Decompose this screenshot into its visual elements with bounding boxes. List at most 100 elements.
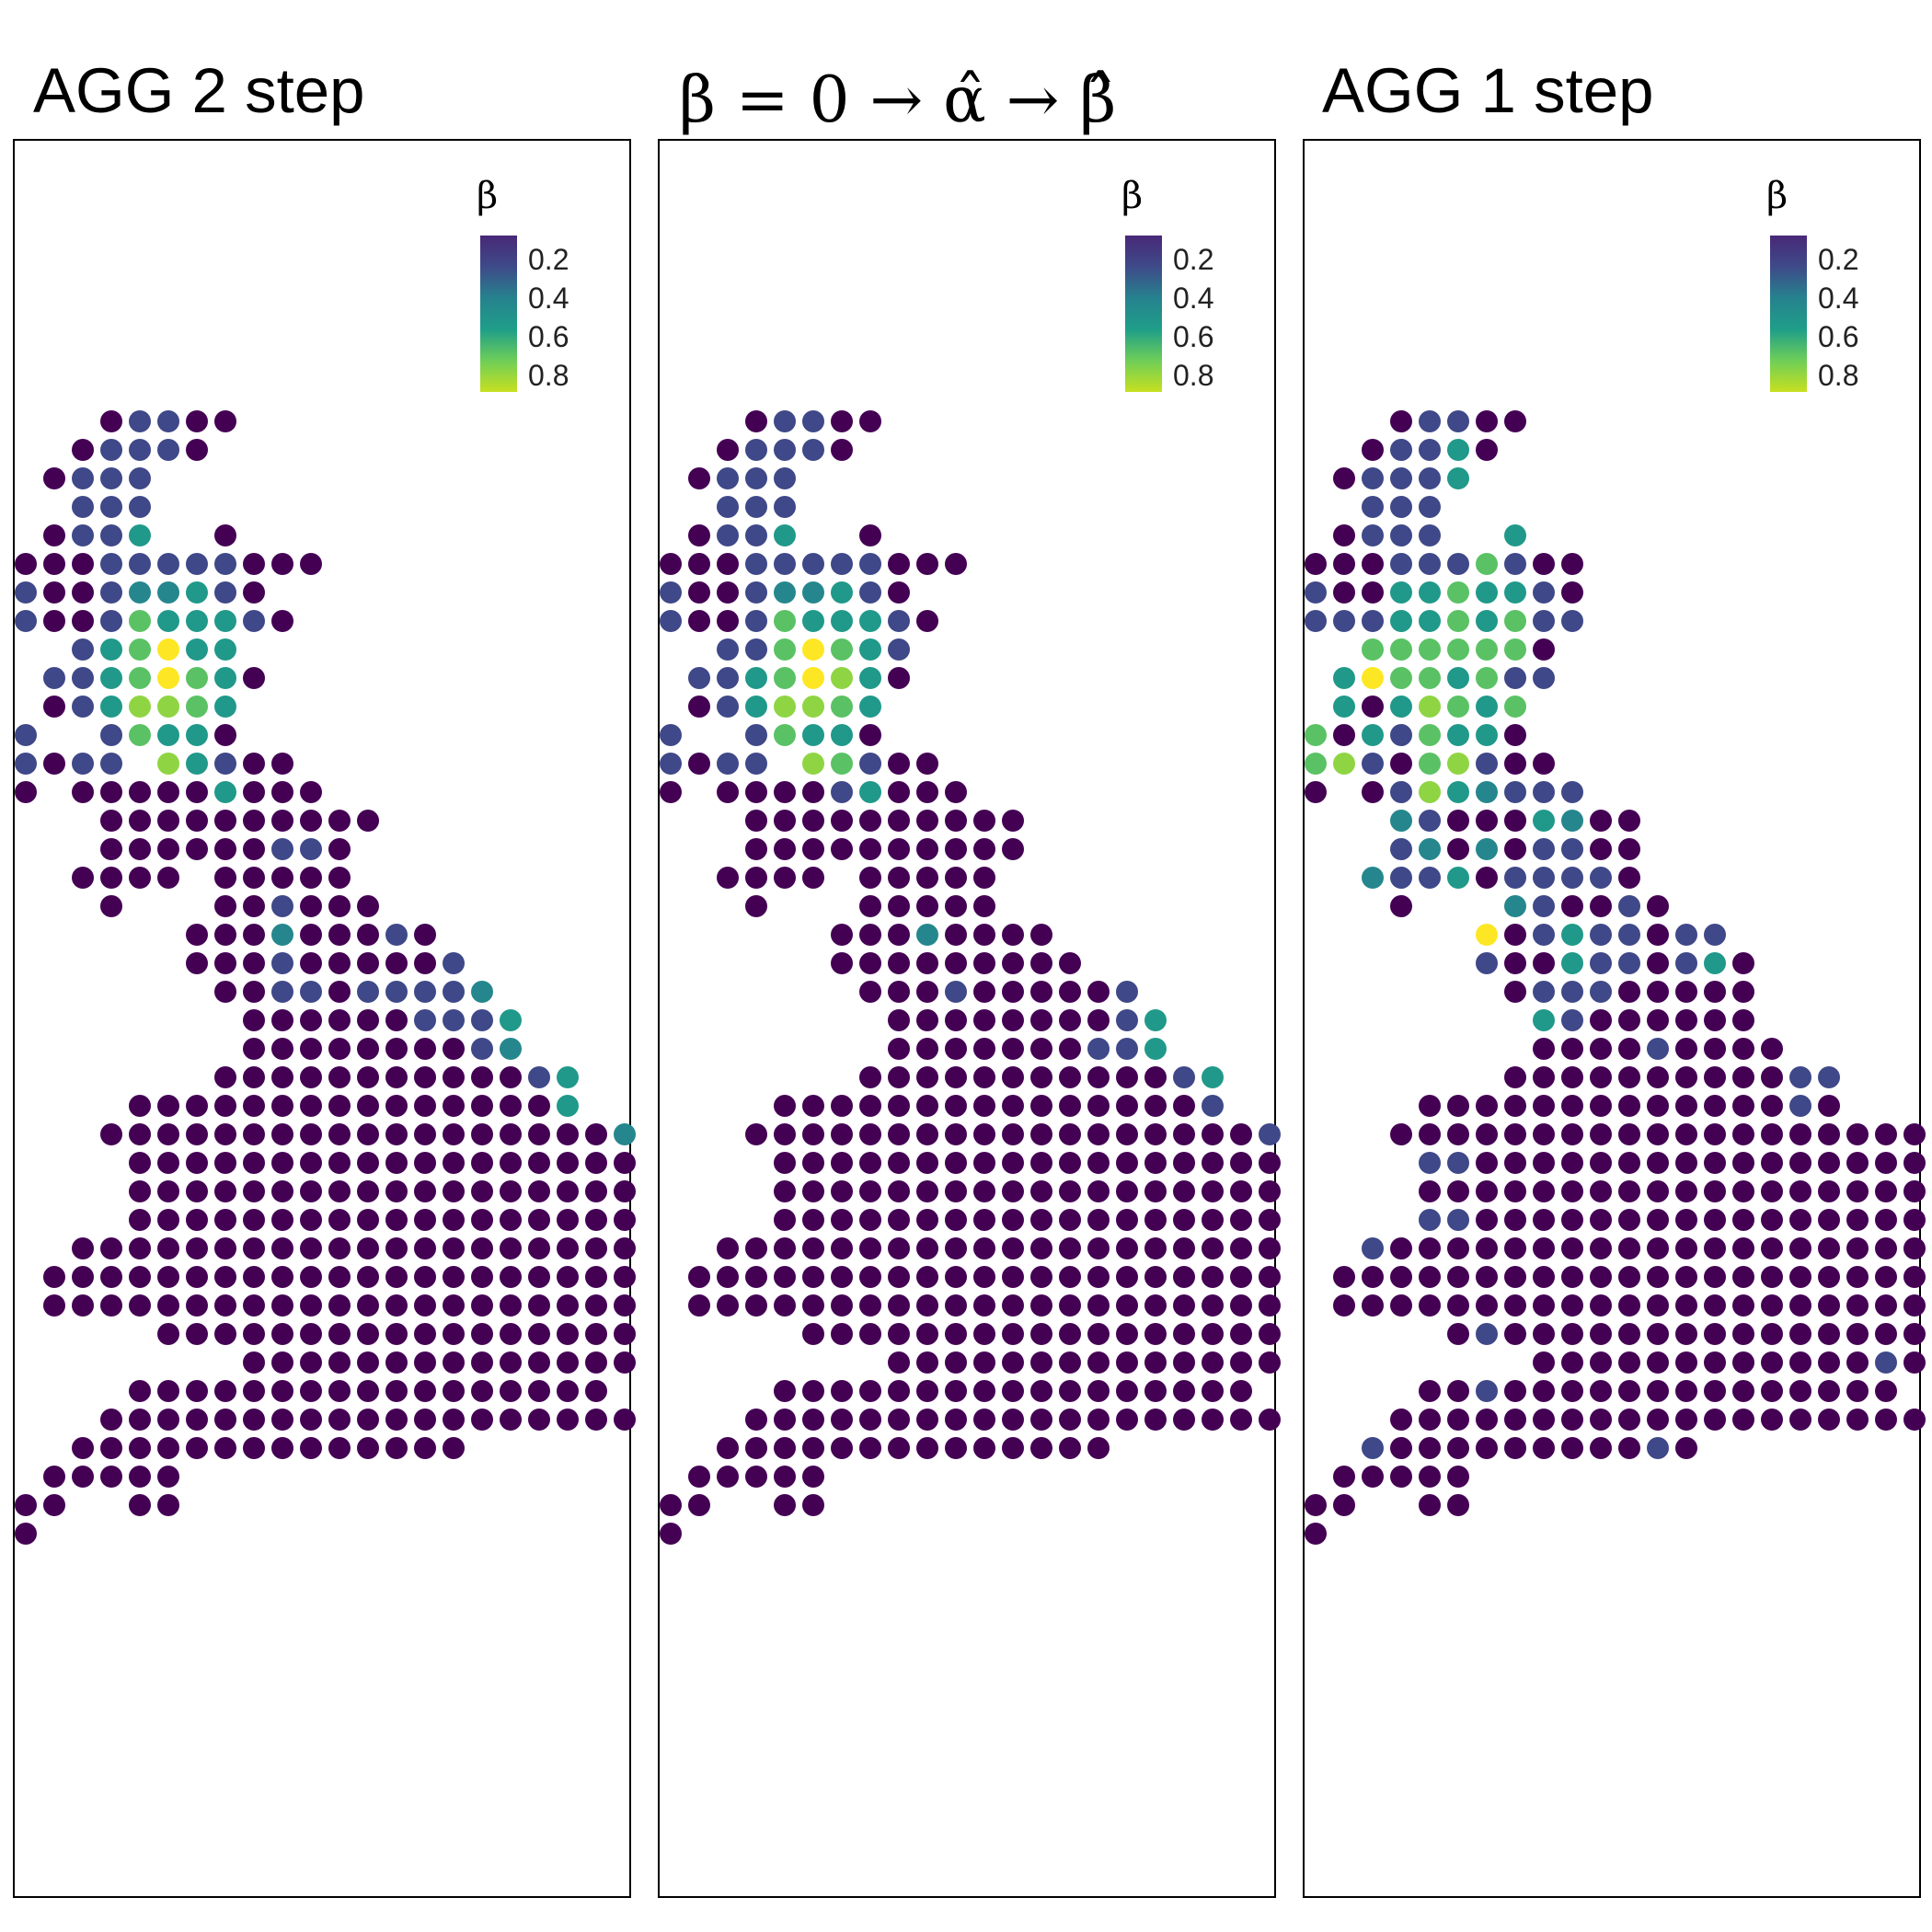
data-point [1173,1180,1195,1202]
data-point [500,1266,522,1288]
data-point [802,439,824,461]
data-point [129,838,151,860]
data-point [15,581,37,604]
data-point [15,753,37,775]
data-point [157,1323,179,1345]
data-point [1590,1095,1612,1117]
data-point [1173,1266,1195,1288]
data-point [1259,1180,1281,1202]
data-point [243,581,265,604]
data-point [1116,1123,1138,1145]
data-point [1618,952,1640,974]
data-point [802,1466,824,1488]
data-point [528,1095,550,1117]
data-point [357,1038,379,1060]
data-point [688,1466,710,1488]
data-point [271,810,293,832]
data-point [1144,1009,1167,1031]
data-point [1476,1209,1498,1231]
data-point [271,781,293,803]
data-point [973,1294,995,1317]
data-point [129,781,151,803]
data-point [443,1237,465,1259]
data-point [585,1380,607,1402]
data-point [157,610,179,632]
data-point [1419,1152,1441,1174]
data-point [271,1266,293,1288]
data-point [414,1209,436,1231]
data-point [1647,1409,1669,1431]
data-point [129,1494,151,1516]
data-point [717,524,739,546]
data-point [1789,1380,1811,1402]
data-point [1561,1323,1583,1345]
data-point [831,696,853,718]
data-point [100,1466,122,1488]
data-point [43,696,65,718]
data-point [916,1266,938,1288]
data-point [72,753,94,775]
data-point [1447,1323,1469,1345]
data-point [328,924,351,946]
data-point [585,1180,607,1202]
data-point [614,1266,636,1288]
data-point [243,952,265,974]
data-point [831,1266,853,1288]
data-point [1476,810,1498,832]
data-point [1116,1380,1138,1402]
data-point [1173,1380,1195,1402]
data-point [1059,1380,1081,1402]
data-point [802,1409,824,1431]
data-point [243,1380,265,1402]
data-point [1647,1038,1669,1060]
data-point [357,981,379,1003]
data-point [1362,581,1384,604]
data-point [774,1237,796,1259]
data-point [357,1237,379,1259]
data-point [186,1180,208,1202]
data-point [831,1180,853,1202]
data-point [1447,1095,1469,1117]
data-point [614,1180,636,1202]
data-point [1903,1351,1926,1374]
data-point [973,810,995,832]
data-point [802,1294,824,1317]
data-point [1447,1152,1469,1174]
data-point [802,1123,824,1145]
data-point [557,1180,579,1202]
data-point [129,553,151,575]
data-point [1087,1380,1110,1402]
data-point [1647,1152,1669,1174]
data-point [1704,1351,1726,1374]
data-point [43,581,65,604]
data-point [973,838,995,860]
data-point [916,1323,938,1345]
data-point [1533,553,1555,575]
data-point [1390,1294,1412,1317]
data-point [1447,1494,1469,1516]
data-point [129,696,151,718]
data-point [1504,753,1526,775]
data-point [660,581,682,604]
data-point [1732,1380,1754,1402]
legend-tick: 0.4 [1173,282,1213,315]
data-point [916,610,938,632]
data-point [129,1237,151,1259]
data-point [1002,1351,1024,1374]
data-point [214,981,236,1003]
data-point [1704,1323,1726,1345]
data-point [1647,1095,1669,1117]
data-point [745,895,767,917]
data-point [859,696,881,718]
data-point [385,1123,408,1145]
data-point [528,1209,550,1231]
data-point [214,410,236,432]
data-point [774,1294,796,1317]
data-point [1476,553,1498,575]
data-point [1447,838,1469,860]
data-point [1618,1123,1640,1145]
data-point [973,1066,995,1088]
data-point [414,1180,436,1202]
data-point [72,496,94,518]
data-point [214,1437,236,1459]
